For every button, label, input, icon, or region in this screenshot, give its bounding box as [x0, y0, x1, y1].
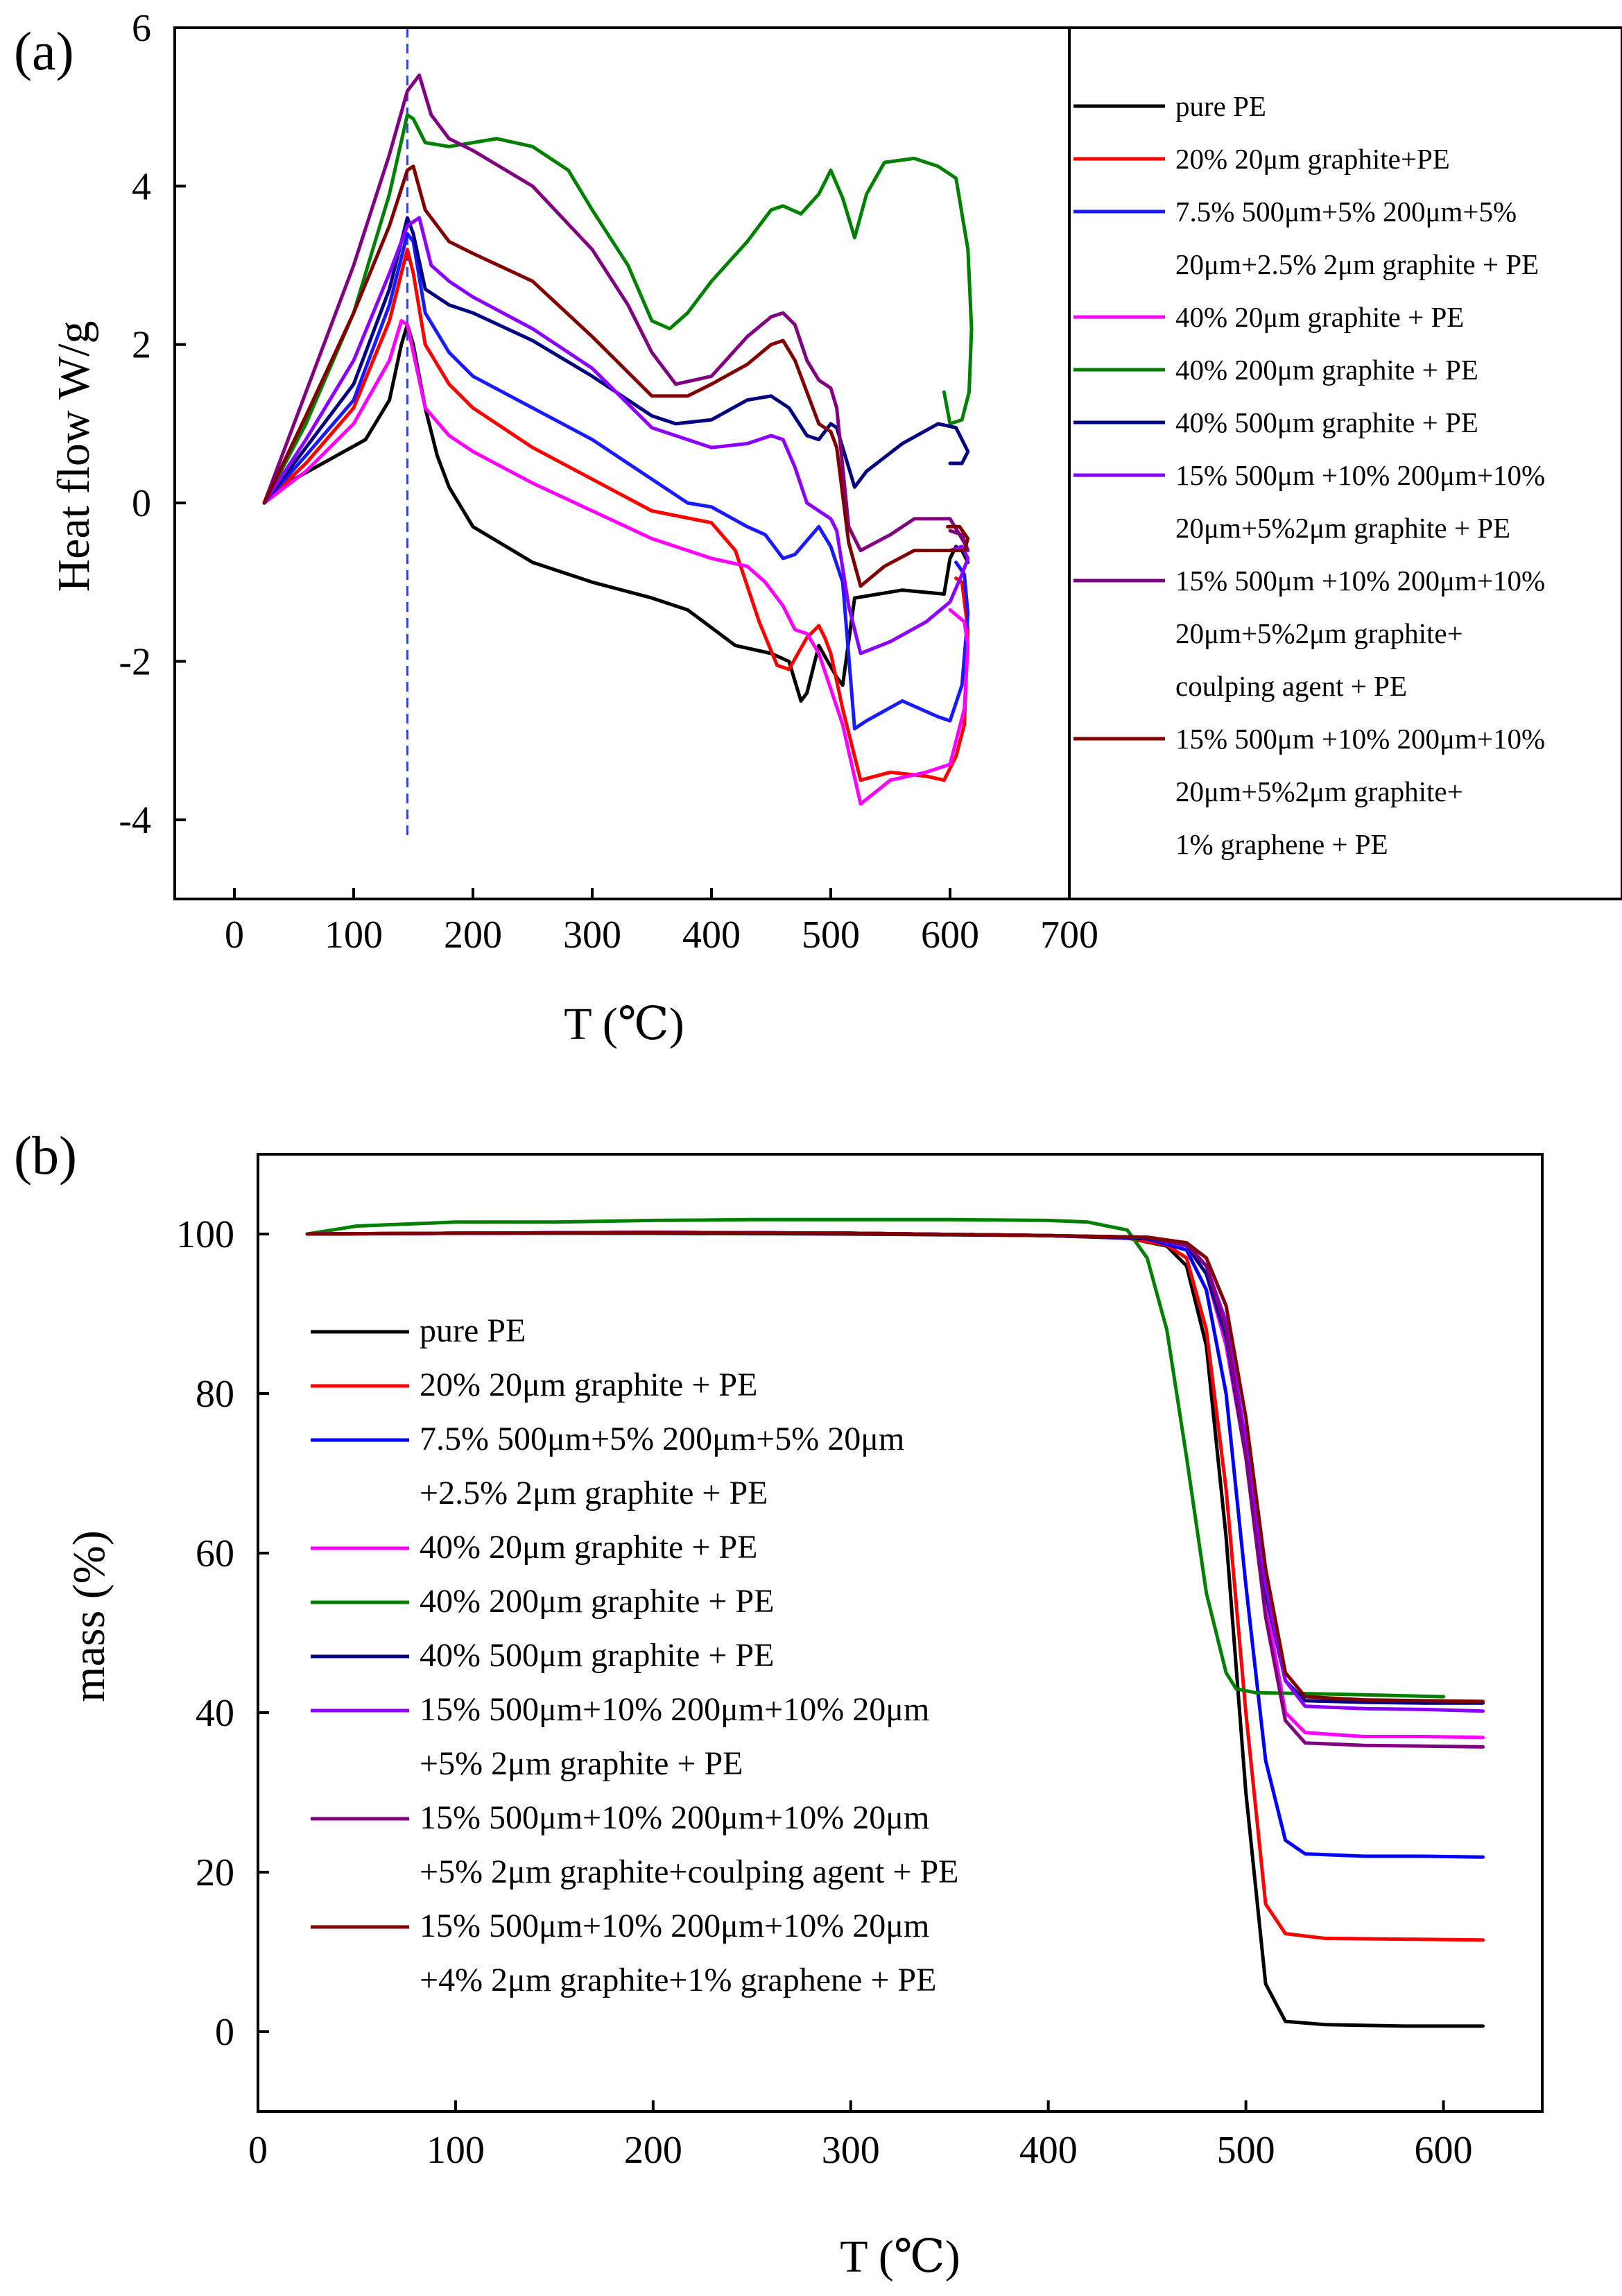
- panel-a-series-5-line: [262, 113, 974, 505]
- panel-b-x-tick-label: 100: [426, 2129, 485, 2172]
- panel-b-legend-label-3: 7.5% 500μm+5% 200μm+5% 20μm: [420, 1421, 904, 1457]
- panel-a-legend-label-3: 20μm+2.5% 2μm graphite + PE: [1175, 248, 1539, 280]
- panel-a-x-tick-label: 500: [802, 914, 860, 957]
- panel-b-series-group: [305, 1217, 1485, 2028]
- panel-b-series-5-line: [305, 1217, 1445, 1699]
- panel-b-series-9-line: [305, 1231, 1485, 1704]
- panel-a-legend-label-9: 1% graphene + PE: [1175, 828, 1388, 860]
- panel-a-y-tick-label: -4: [119, 799, 151, 842]
- panel-a-legend-label-8: 15% 500μm +10% 200μm+10%: [1175, 565, 1545, 597]
- panel-a-legend-label-3: 7.5% 500μm+5% 200μm+5%: [1175, 196, 1517, 228]
- panel-a-y-tick-label: 0: [132, 482, 151, 525]
- panel-a-x-tick-label: 600: [921, 914, 979, 957]
- panel-b-y-tick-label: 0: [215, 2011, 234, 2054]
- panel-b-x-tick-label: 500: [1217, 2129, 1275, 2172]
- panel-a-x-axis-title: T (℃): [564, 999, 684, 1050]
- panel-a-legend-label-9: 20μm+5%2μm graphite+: [1175, 776, 1463, 807]
- panel-b-y-tick-label: 60: [196, 1532, 234, 1575]
- panel-a-series-6-line: [262, 216, 970, 505]
- panel-b-legend-label-8: 15% 500μm+10% 200μm+10% 20μm: [420, 1799, 929, 1836]
- panel-b-legend-label-7: +5% 2μm graphite + PE: [420, 1745, 743, 1782]
- panel-b-legend-label-7: 15% 500μm+10% 200μm+10% 20μm: [420, 1691, 929, 1728]
- panel-a-legend-label-5: 40% 200μm graphite + PE: [1175, 354, 1478, 386]
- panel-b-legend-label-4: 40% 20μm graphite + PE: [420, 1529, 757, 1566]
- panel-b-x-tick-label: 200: [624, 2129, 682, 2172]
- panel-a-series-4-line: [262, 319, 970, 806]
- panel-a-y-tick-label: 2: [132, 324, 151, 367]
- panel-a-legend-label-1: pure PE: [1175, 90, 1266, 122]
- panel-b-y-tick-label: 100: [176, 1213, 234, 1256]
- panel-a-x-tick-label: 700: [1040, 914, 1098, 957]
- panel-a-x-tick-label: 300: [563, 914, 621, 957]
- panel-b-legend-label-2: 20% 20μm graphite + PE: [420, 1367, 757, 1403]
- panel-b-legend-label-6: 40% 500μm graphite + PE: [420, 1637, 774, 1674]
- panel-a-series-7-line: [262, 216, 970, 656]
- panel-a-series-8-line: [262, 74, 970, 553]
- panel-b-legend-label-5: 40% 200μm graphite + PE: [420, 1583, 774, 1620]
- panel-b-ticks: 0 100 200 300 400 500 600 0 20 40 60 80 100: [176, 1213, 1473, 2172]
- panel-a-series-2-line: [262, 248, 970, 782]
- panel-b-y-tick-label: 80: [196, 1373, 234, 1416]
- panel-b: (b) 0 100 200 300 400 500 600 0 20 40 60 80 100 pure…: [14, 1125, 1544, 2282]
- panel-a-legend-label-4: 40% 20μm graphite + PE: [1175, 301, 1464, 333]
- panel-a-series-9-line: [262, 164, 970, 588]
- panel-b-legend: pure PE 20% 20μm graphite + PE 7.5% 500μm+…: [311, 1312, 958, 1998]
- panel-a-y-tick-label: 4: [132, 165, 151, 208]
- panel-b-label: (b): [14, 1125, 77, 1185]
- panel-a-series-group: [262, 28, 974, 836]
- panel-a: (a) 0 100 200 300 400 500 600 700 -4 -2 0 2 4 6 pure …: [14, 7, 1622, 1050]
- panel-a-legend-label-7: 20μm+5%2μm graphite + PE: [1175, 512, 1510, 544]
- panel-a-series-1-line: [262, 323, 970, 703]
- panel-a-label: (a): [14, 21, 74, 81]
- panel-a-legend-label-8: 20μm+5%2μm graphite+: [1175, 617, 1463, 649]
- panel-a-y-axis-title: Heat flow W/g: [49, 320, 99, 592]
- panel-b-legend-label-3: +2.5% 2μm graphite + PE: [420, 1475, 768, 1511]
- panel-b-x-tick-label: 0: [248, 2129, 268, 2172]
- panel-a-legend-label-2: 20% 20μm graphite+PE: [1175, 143, 1450, 175]
- panel-a-x-tick-label: 200: [444, 914, 502, 957]
- panel-a-legend-box: [1068, 26, 1622, 900]
- panel-b-x-tick-label: 400: [1019, 2129, 1078, 2172]
- panel-b-x-axis-title: T (℃): [840, 2231, 960, 2282]
- panel-b-legend-label-8: +5% 2μm graphite+coulping agent + PE: [420, 1853, 958, 1890]
- panel-b-x-tick-label: 600: [1415, 2129, 1473, 2172]
- panel-b-plot-frame: [257, 1153, 1544, 2113]
- panel-a-y-tick-label: -2: [119, 640, 151, 683]
- panel-a-legend-label-9: 15% 500μm +10% 200μm+10%: [1175, 723, 1545, 755]
- panel-b-y-tick-label: 20: [196, 1851, 234, 1894]
- panel-a-x-tick-label: 400: [682, 914, 741, 957]
- panel-b-legend-label-9: +4% 2μm graphite+1% graphene + PE: [420, 1962, 936, 1998]
- panel-a-legend-label-7: 15% 500μm +10% 200μm+10%: [1175, 459, 1545, 491]
- panel-b-legend-label-9: 15% 500μm+10% 200μm+10% 20μm: [420, 1908, 929, 1944]
- panel-a-legend-label-8: coulping agent + PE: [1175, 670, 1407, 702]
- panel-a-x-tick-label: 0: [225, 914, 244, 957]
- panel-a-x-tick-label: 100: [325, 914, 383, 957]
- panel-b-legend-label-1: pure PE: [420, 1312, 526, 1349]
- panel-b-x-tick-label: 300: [822, 2129, 880, 2172]
- panel-a-legend-label-6: 40% 500μm graphite + PE: [1175, 406, 1478, 438]
- panel-a-y-tick-label: 6: [132, 7, 151, 50]
- panel-b-y-axis-title: mass (%): [64, 1530, 114, 1702]
- panel-b-y-tick-label: 40: [196, 1692, 234, 1735]
- panel-a-ticks: 0 100 200 300 400 500 600 700 -4 -2 0 2 4 6: [119, 7, 1098, 957]
- panel-a-series-3-line: [262, 232, 970, 730]
- panel-a-legend: pure PE 20% 20μm graphite+PE 7.5% 500μm+5%…: [1073, 90, 1545, 860]
